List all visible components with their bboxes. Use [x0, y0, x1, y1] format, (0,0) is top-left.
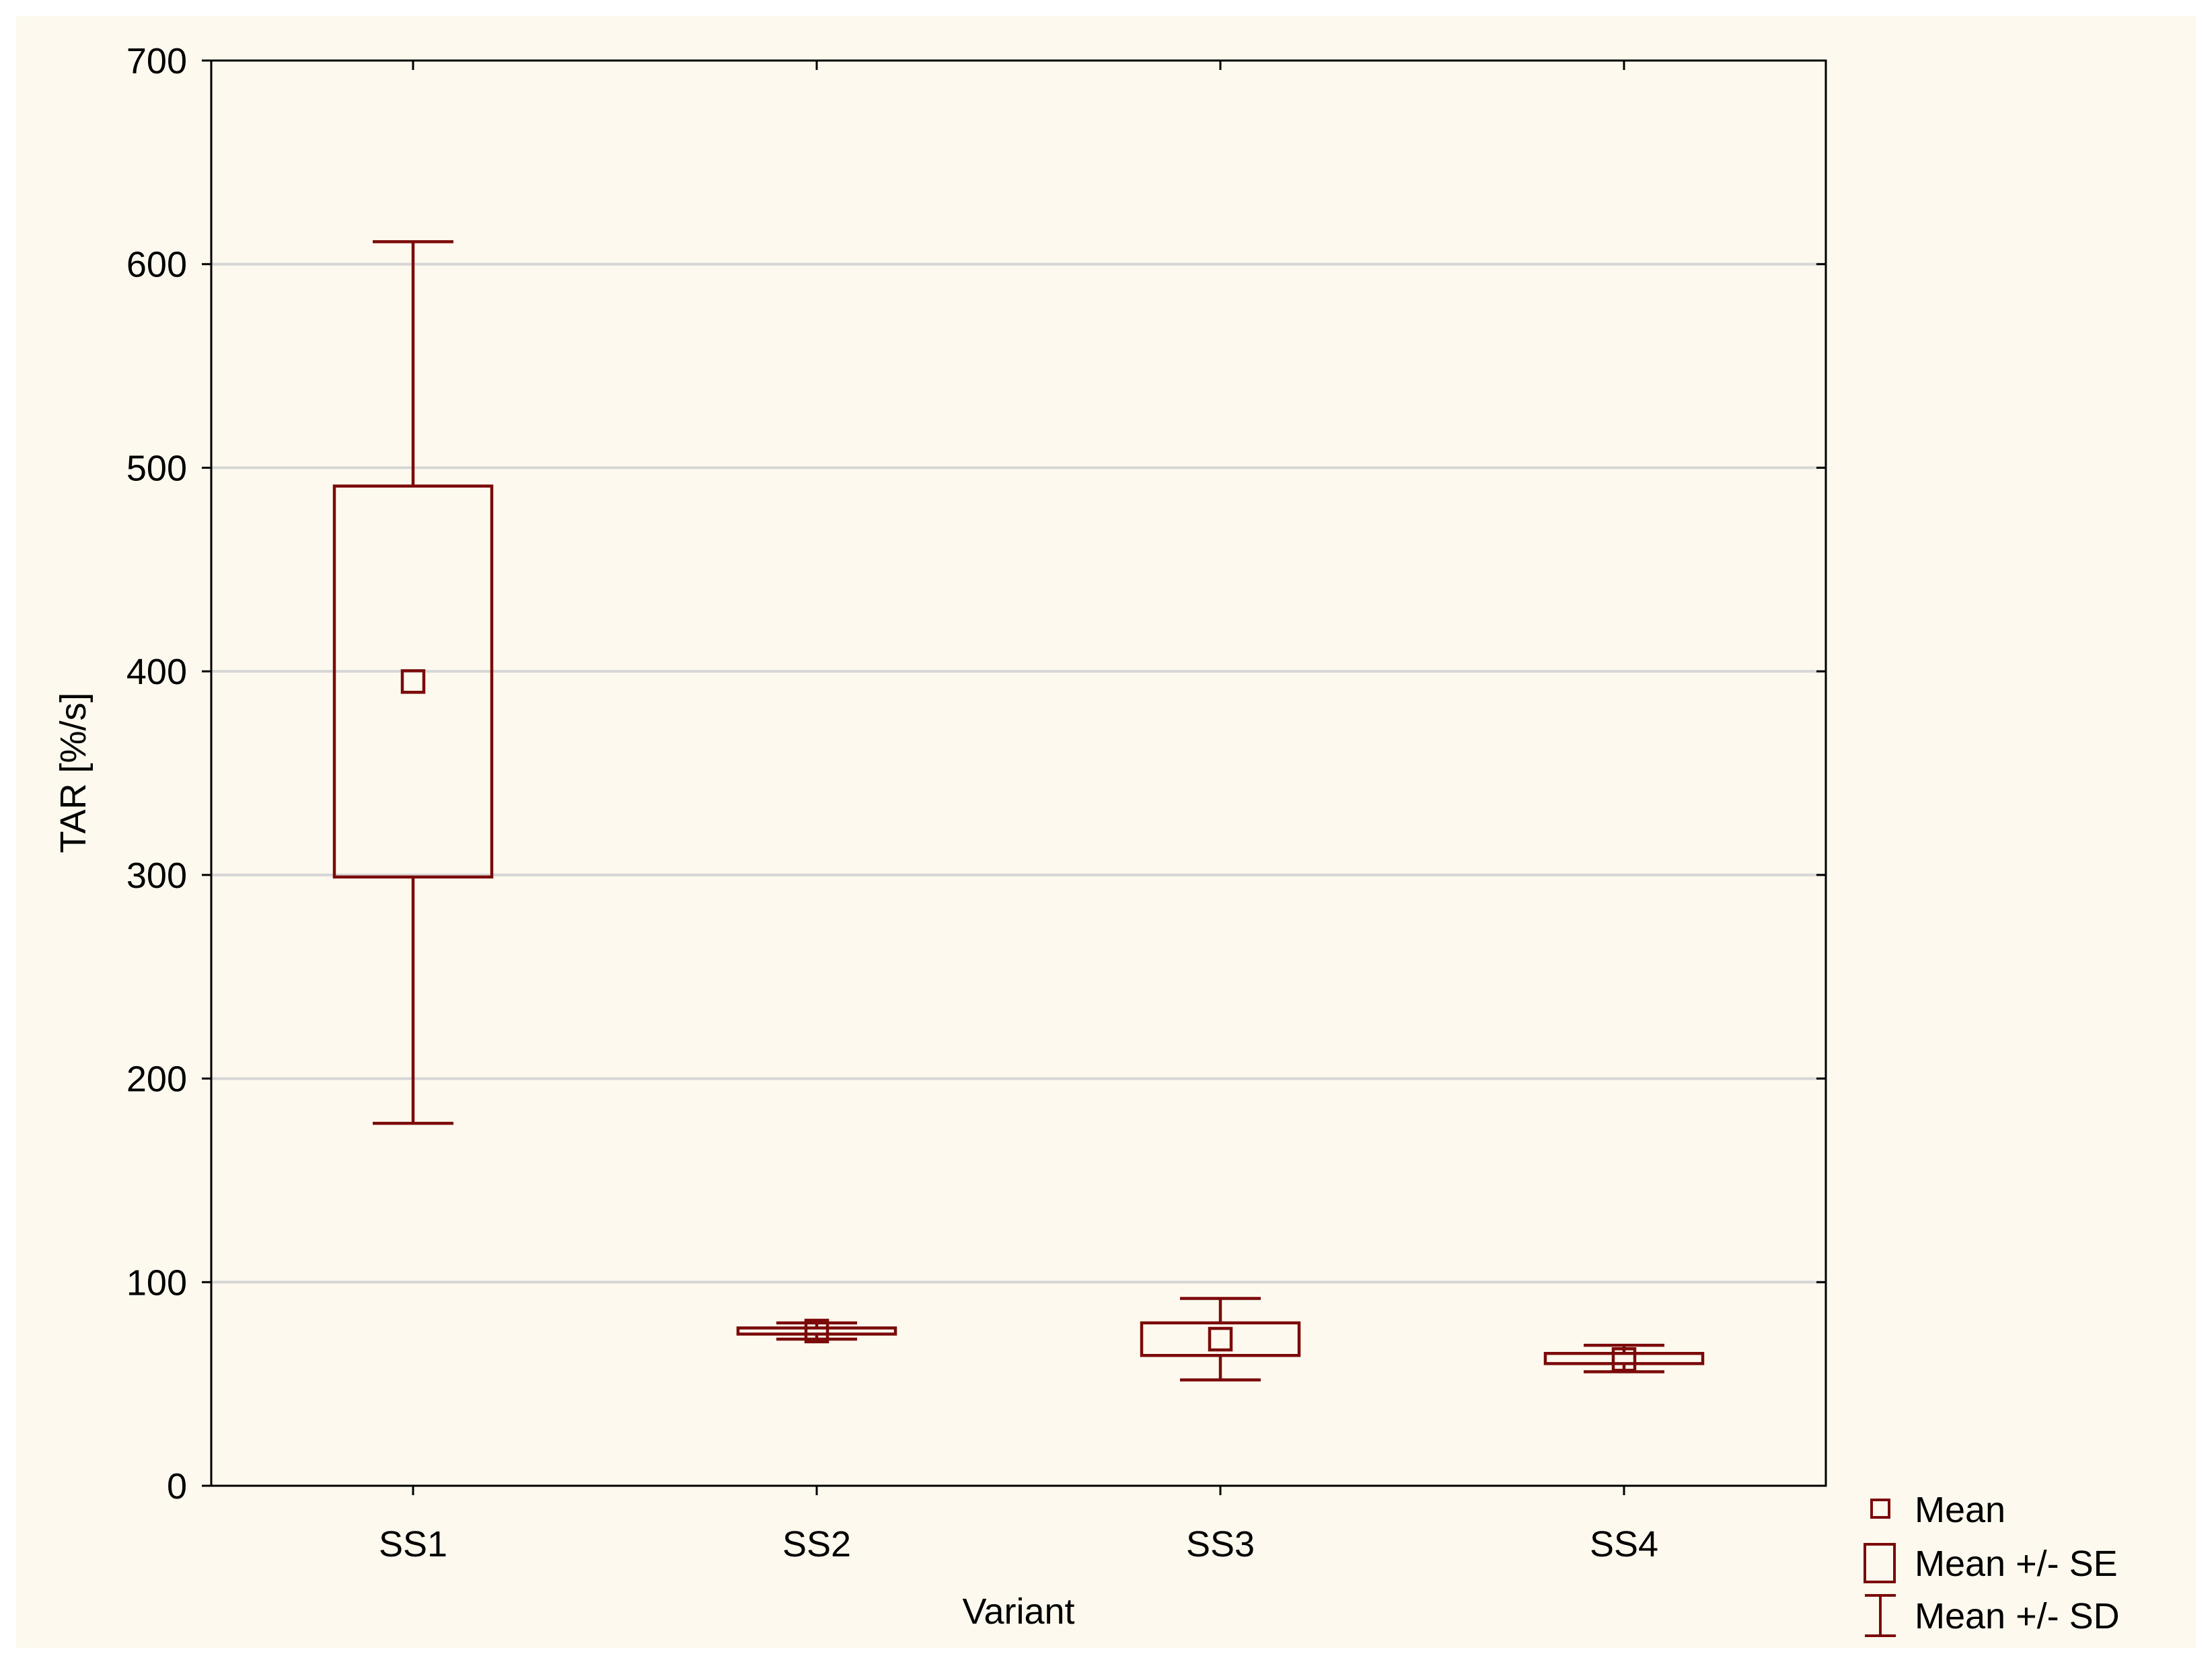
mean-marker [1611, 1347, 1637, 1372]
chart-frame: 0 100 200 300 400 500 600 700 SS1 SS2 SS3 SS4 TAR … [16, 16, 2196, 1648]
x-tick-label: SS1 [379, 1524, 447, 1564]
se-box [1543, 1351, 1705, 1365]
legend-item-se: Mean +/- SE [1864, 1543, 2118, 1584]
y-tick-label: 300 [126, 856, 187, 896]
plot-marks [332, 240, 1705, 1382]
gridlines [211, 262, 1826, 1284]
y-tick-label: 600 [126, 245, 187, 285]
box-plot-chart: 0 100 200 300 400 500 600 700 SS1 SS2 SS3 SS4 TAR … [53, 41, 2120, 1637]
legend-label: Mean [1915, 1490, 2005, 1530]
y-tick-label: 0 [167, 1466, 187, 1507]
x-tick-label: SS2 [782, 1524, 851, 1564]
se-box [1140, 1321, 1301, 1357]
mean-marker [400, 669, 426, 694]
box-ss3 [1140, 1297, 1301, 1382]
x-tick-label: SS3 [1186, 1524, 1255, 1564]
legend-label: Mean +/- SD [1915, 1596, 2120, 1636]
plot-area-border [210, 59, 1827, 1487]
mean-marker [1208, 1326, 1233, 1352]
y-tick-label: 100 [126, 1262, 187, 1303]
box-ss1 [332, 240, 494, 1125]
legend-item-sd: Mean +/- SD [1865, 1594, 2120, 1637]
legend-mean-symbol [1870, 1499, 1890, 1519]
se-box [332, 484, 494, 879]
mean-marker [804, 1318, 830, 1344]
y-tick-label: 400 [126, 652, 187, 692]
box-ss2 [736, 1318, 897, 1344]
legend: Mean Mean +/- SE Mean +/- SD [1864, 1490, 2120, 1637]
legend-label: Mean +/- SE [1915, 1544, 2118, 1584]
legend-item-mean: Mean [1870, 1490, 2005, 1530]
box-ss4 [1543, 1343, 1705, 1373]
se-box [736, 1326, 897, 1336]
y-tick-label: 200 [126, 1059, 187, 1100]
y-tick-label: 700 [126, 41, 187, 81]
y-axis-label: TAR [%/s] [53, 692, 94, 853]
x-axis: SS1 SS2 SS3 SS4 [379, 61, 1658, 1564]
x-axis-label: Variant [962, 1591, 1074, 1632]
x-tick-label: SS4 [1590, 1524, 1658, 1564]
y-tick-label: 500 [126, 448, 187, 488]
legend-se-symbol [1864, 1543, 1896, 1583]
y-axis: 0 100 200 300 400 500 600 700 [126, 41, 1826, 1507]
